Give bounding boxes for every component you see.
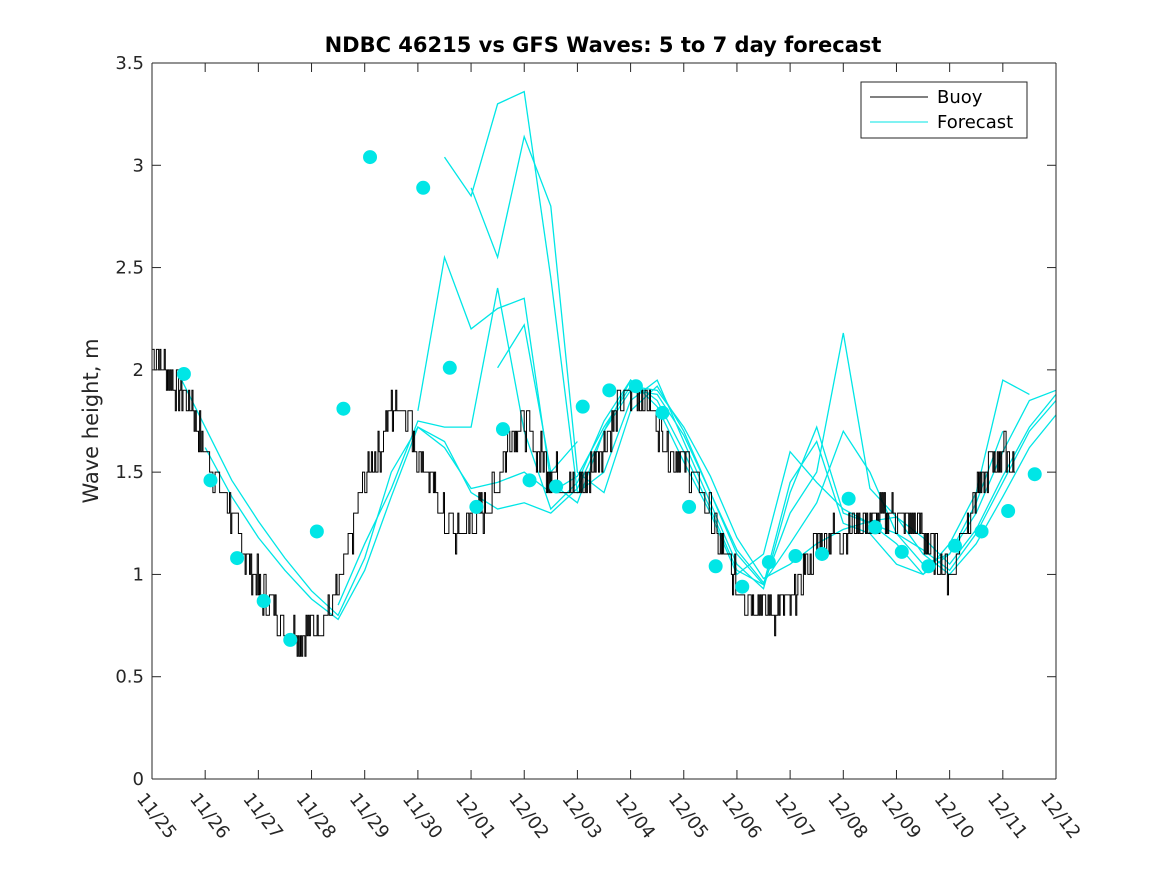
forecast-marker: [416, 180, 431, 195]
x-tick-label: 12/10: [930, 789, 978, 843]
forecast-marker: [921, 559, 936, 574]
forecast-marker: [761, 555, 776, 570]
x-tick-label: 11/26: [185, 789, 233, 843]
x-tick-label: 12/06: [717, 789, 765, 843]
forecast-marker: [947, 538, 962, 553]
forecast-marker: [230, 551, 245, 566]
x-tick-label: 12/05: [664, 789, 712, 843]
forecast-marker: [363, 150, 378, 165]
legend-forecast-label: Forecast: [937, 112, 1013, 133]
x-tick-label: 12/12: [1036, 789, 1084, 843]
forecast-marker: [868, 520, 883, 535]
x-tick-label: 12/11: [983, 789, 1031, 843]
x-tick-label: 12/03: [557, 789, 605, 843]
x-tick-label: 11/25: [132, 789, 180, 843]
x-tick-label: 12/07: [770, 789, 818, 843]
forecast-marker: [788, 549, 803, 564]
forecast-marker: [442, 360, 457, 375]
x-tick-label: 11/27: [238, 789, 286, 843]
chart-marks: [152, 90, 1057, 657]
forecast-marker: [283, 632, 298, 647]
forecast-marker: [735, 579, 750, 594]
forecast-marker: [628, 379, 643, 394]
y-tick-label: 3.5: [115, 53, 144, 74]
forecast-marker: [974, 524, 989, 539]
forecast-marker: [575, 399, 590, 414]
y-axis-ticks: 0 0.5 1 1.5 2 2.5 3 3.5: [115, 53, 1056, 790]
forecast-line: [470, 134, 1004, 587]
x-tick-label: 12/08: [823, 789, 871, 843]
forecast-marker: [1027, 467, 1042, 482]
forecast-marker: [894, 544, 909, 559]
x-tick-label: 12/04: [611, 789, 659, 843]
forecast-marker: [336, 401, 351, 416]
forecast-marker: [203, 473, 218, 488]
legend-buoy-label: Buoy: [937, 87, 983, 108]
forecast-marker: [495, 422, 510, 437]
forecast-line: [497, 323, 578, 474]
forecast-marker: [655, 405, 670, 420]
forecast-marker: [256, 594, 271, 609]
y-tick-label: 2.5: [115, 258, 144, 279]
chart-title: NDBC 46215 vs GFS Waves: 5 to 7 day fore…: [325, 33, 882, 57]
x-tick-label: 12/02: [504, 789, 552, 843]
y-tick-label: 1: [133, 564, 144, 585]
x-tick-label: 11/30: [398, 789, 446, 843]
forecast-marker: [522, 473, 537, 488]
forecast-marker: [708, 559, 723, 574]
x-tick-label: 11/28: [292, 789, 340, 843]
legend-box: [860, 81, 1028, 139]
x-tick-label: 12/09: [877, 789, 925, 843]
forecast-marker: [682, 499, 697, 514]
x-tick-label: 12/01: [451, 789, 499, 843]
y-tick-label: 0.5: [115, 667, 144, 688]
forecast-marker: [309, 524, 324, 539]
y-axis-label: Wave height, m: [79, 338, 103, 503]
y-tick-label: 0: [133, 769, 144, 790]
forecast-marker: [176, 366, 191, 381]
legend: Buoy Forecast: [860, 81, 1028, 139]
y-tick-label: 3: [133, 155, 144, 176]
x-tick-label: 11/29: [345, 789, 393, 843]
forecast-marker: [602, 383, 617, 398]
forecast-marker: [1001, 504, 1016, 519]
forecast-marker: [549, 479, 564, 494]
forecast-marker: [815, 546, 830, 561]
y-tick-label: 1.5: [115, 462, 144, 483]
forecast-marker: [841, 491, 856, 506]
y-tick-label: 2: [133, 360, 144, 381]
forecast-marker: [469, 499, 484, 514]
